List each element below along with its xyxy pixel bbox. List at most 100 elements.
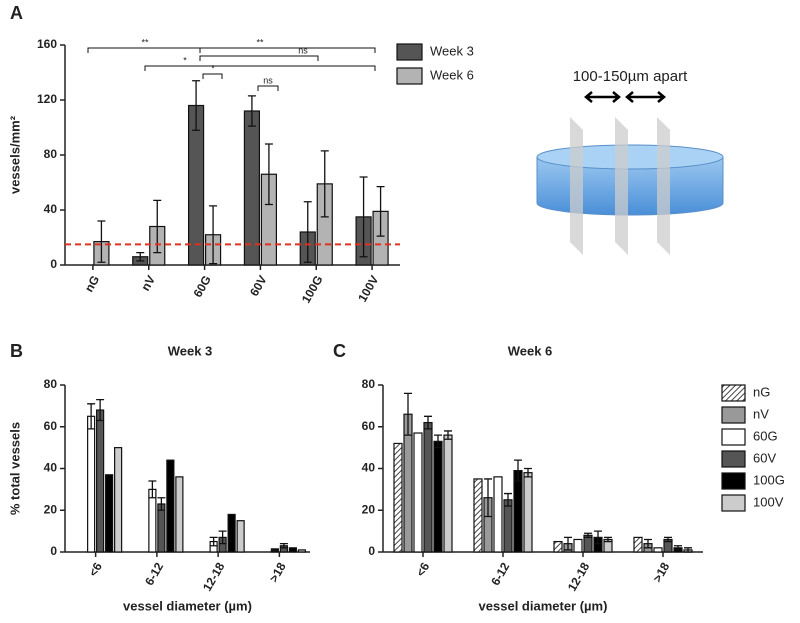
significance-bracket — [199, 55, 319, 61]
error-bar — [376, 185, 385, 237]
legend-swatch — [721, 450, 746, 468]
error-bar — [192, 80, 201, 131]
x-tick-label: 60G — [190, 273, 213, 300]
error-bar — [674, 545, 682, 551]
y-tick-label: 80 — [44, 147, 58, 161]
error-bar — [247, 95, 256, 127]
x-tick-label: 60V — [247, 273, 270, 298]
error-bar — [404, 392, 412, 436]
bar — [148, 488, 157, 553]
y-tick-label: 60 — [44, 419, 58, 433]
error-bar — [97, 220, 106, 263]
x-tick-label: >18 — [650, 560, 672, 585]
x-tick-label: 6-12 — [142, 560, 166, 588]
error-bar — [604, 536, 612, 543]
panel-label: C — [333, 341, 346, 361]
x-tick-label: 100V — [355, 273, 381, 304]
legend-label: Week 3 — [430, 43, 474, 58]
y-tick-label: 0 — [368, 544, 375, 558]
significance-label: ** — [141, 37, 149, 47]
bar — [503, 499, 513, 553]
x-tick-label: <6 — [413, 560, 432, 579]
significance-label: ns — [298, 45, 308, 55]
error-bar — [504, 492, 512, 507]
bar — [175, 476, 184, 553]
error-bar — [514, 459, 522, 482]
significance-label: ** — [256, 37, 264, 47]
error-bar — [136, 251, 145, 262]
error-bar — [218, 530, 227, 545]
cylinder-body — [536, 156, 724, 216]
bar — [513, 469, 523, 553]
slice-plane — [570, 117, 583, 255]
error-bar — [359, 176, 368, 258]
error-bar — [209, 205, 218, 265]
error-bar — [684, 547, 692, 553]
error-bar — [270, 548, 279, 552]
diagram: 100-150µm apart — [536, 68, 724, 255]
legend-label: 60G — [753, 428, 778, 443]
legend-swatch — [721, 428, 746, 446]
x-tick-label: 12-18 — [200, 560, 228, 594]
y-tick-label: 0 — [50, 544, 57, 558]
legend-label: nV — [753, 406, 769, 421]
error-bar — [434, 434, 442, 449]
slice-plane — [615, 117, 628, 255]
error-bar — [644, 538, 652, 549]
error-bar — [320, 150, 329, 218]
x-tick-label: 12-18 — [565, 560, 593, 594]
error-bar — [444, 430, 452, 440]
chart-title: Week 3 — [168, 343, 213, 358]
significance-label: * — [211, 63, 215, 73]
significance-label: * — [183, 55, 187, 65]
y-tick-label: 80 — [362, 377, 376, 391]
legend-swatch — [721, 472, 746, 490]
error-bar — [564, 536, 572, 551]
bar — [157, 503, 166, 553]
y-tick-label: 120 — [37, 92, 57, 106]
bar — [553, 540, 563, 553]
x-tick-label: >18 — [266, 560, 288, 585]
bar — [433, 440, 443, 553]
x-axis-label: vessel diameter (µm) — [479, 598, 608, 613]
x-tick-label: nG — [82, 273, 102, 294]
diagram-label: 100-150µm apart — [573, 68, 688, 85]
legend-swatch — [721, 494, 746, 512]
legend-label: nG — [753, 384, 770, 399]
error-bar — [157, 497, 166, 511]
bar — [243, 110, 261, 266]
significance-bracket — [202, 73, 223, 79]
panel-label: B — [10, 341, 23, 361]
error-bar — [664, 536, 672, 543]
legend-label: Week 6 — [430, 67, 474, 82]
bar — [297, 549, 306, 553]
significance-label: ns — [263, 75, 273, 85]
y-tick-label: 0 — [50, 257, 57, 271]
bar — [473, 478, 483, 553]
y-axis-label: % total vessels — [7, 422, 22, 515]
legend-swatch — [396, 67, 423, 85]
bar — [423, 421, 433, 553]
bar — [443, 434, 453, 553]
legend-swatch — [396, 43, 423, 61]
legend-swatch — [721, 406, 746, 424]
error-bar — [96, 398, 105, 422]
bar — [114, 447, 123, 553]
bar — [288, 547, 297, 553]
bar — [87, 415, 96, 553]
bar — [493, 476, 503, 553]
y-tick-label: 20 — [362, 502, 376, 516]
significance-bracket — [257, 85, 279, 91]
x-tick-label: nV — [138, 273, 158, 293]
x-axis-label: vessel diameter (µm) — [123, 598, 252, 613]
y-tick-label: 160 — [37, 37, 57, 51]
x-tick-label: 100G — [299, 273, 326, 305]
error-bar — [303, 201, 312, 263]
x-tick-label: <6 — [86, 560, 105, 579]
bar — [236, 520, 245, 553]
error-bar — [484, 478, 492, 518]
error-bar — [279, 543, 288, 549]
spacing-arrows — [584, 91, 666, 103]
y-tick-label: 40 — [362, 461, 376, 475]
